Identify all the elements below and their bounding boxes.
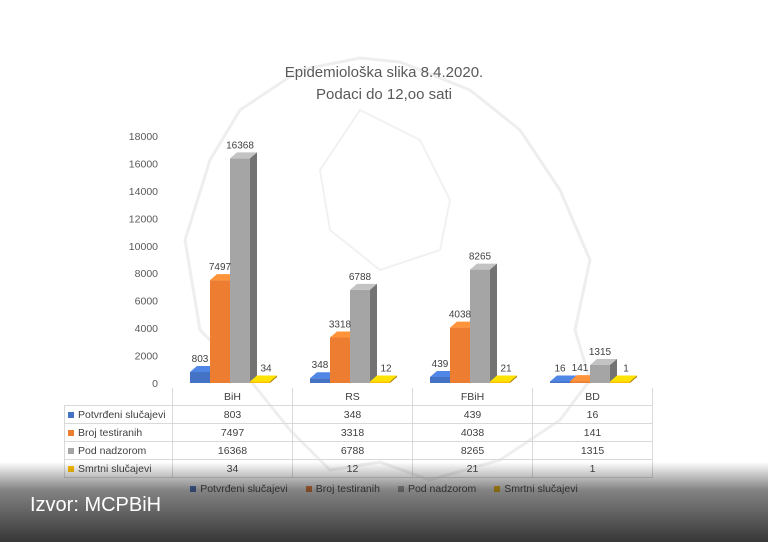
- bar: [370, 375, 397, 383]
- y-tick-label: 18000: [129, 131, 158, 143]
- series-name-cell: Broj testiranih: [64, 423, 173, 442]
- y-tick-label: 16000: [129, 158, 158, 170]
- table-header-row: BiH RS FBiH BD: [65, 388, 653, 406]
- bar: [490, 375, 517, 383]
- data-label: 348: [312, 360, 329, 371]
- data-labels: 803 7497 16368 34 348 3318 6788 12 439 4038 8265 21…: [192, 140, 630, 374]
- table-cell: 1315: [532, 441, 653, 460]
- data-label: 3318: [329, 319, 352, 330]
- category-label: FBiH: [412, 388, 533, 406]
- y-tick-label: 6000: [135, 296, 159, 308]
- data-label: 4038: [449, 310, 472, 321]
- series-name-cell: Potvrđeni slučajevi: [64, 405, 173, 424]
- data-label: 1: [623, 364, 629, 375]
- bar-marks: [190, 152, 637, 383]
- data-label: 141: [572, 363, 589, 374]
- category-label: BiH: [172, 388, 293, 406]
- category-label: BD: [532, 388, 653, 406]
- y-tick-label: 8000: [135, 268, 159, 280]
- bar: [590, 358, 617, 383]
- bar: [250, 375, 277, 383]
- table-cell: 16: [532, 405, 653, 424]
- chart-subtitle: Podaci do 12,oo sati: [316, 86, 452, 103]
- y-tick-label: 0: [152, 378, 158, 390]
- category-label: RS: [292, 388, 413, 406]
- data-label: 16368: [226, 140, 254, 151]
- y-tick-label: 4000: [135, 323, 159, 335]
- table-cell: 8265: [412, 441, 533, 460]
- data-label: 7497: [209, 262, 232, 273]
- source-overlay: [0, 462, 768, 542]
- data-label: 6788: [349, 272, 372, 283]
- y-tick-label: 14000: [129, 186, 158, 198]
- series-name-cell: Pod nadzorom: [64, 441, 173, 460]
- table-corner: [65, 388, 173, 406]
- bar: [470, 263, 497, 383]
- y-tick-label: 2000: [135, 351, 159, 363]
- bar: [350, 283, 377, 383]
- data-label: 34: [260, 364, 272, 375]
- series-key-swatch: [68, 429, 74, 436]
- data-label: 21: [500, 364, 512, 375]
- table-cell: 7497: [172, 423, 293, 442]
- table-cell: 141: [532, 423, 653, 442]
- series-key-swatch: [68, 411, 74, 418]
- table-cell: 439: [412, 405, 533, 424]
- series-key-swatch: [68, 447, 74, 454]
- data-label: 12: [380, 364, 392, 375]
- bar: [230, 152, 257, 383]
- y-tick-label: 12000: [129, 213, 158, 225]
- table-cell: 6788: [292, 441, 413, 460]
- y-axis: 0 2000 4000 6000 8000 10000 12000 14000 16000 180…: [129, 131, 158, 390]
- data-label: 8265: [469, 252, 492, 263]
- table-cell: 16368: [172, 441, 293, 460]
- table-cell: 3318: [292, 423, 413, 442]
- y-tick-label: 10000: [129, 241, 158, 253]
- table-cell: 4038: [412, 423, 533, 442]
- table-row: Broj testiranih 7497 3318 4038 141: [64, 423, 653, 442]
- source-label: Izvor: MCPBiH: [30, 494, 162, 516]
- chart-title: Epidemiološka slika 8.4.2020.: [284, 64, 484, 81]
- bar: [610, 375, 637, 383]
- data-label: 16: [554, 364, 566, 375]
- table-row: Pod nadzorom 16368 6788 8265 1315: [64, 441, 653, 460]
- table-cell: 348: [292, 405, 413, 424]
- data-label: 439: [432, 359, 449, 370]
- data-label: 1315: [589, 347, 612, 358]
- table-cell: 803: [172, 405, 293, 424]
- data-label: 803: [192, 354, 209, 365]
- table-row: Potvrđeni slučajevi 803 348 439 16: [64, 405, 653, 424]
